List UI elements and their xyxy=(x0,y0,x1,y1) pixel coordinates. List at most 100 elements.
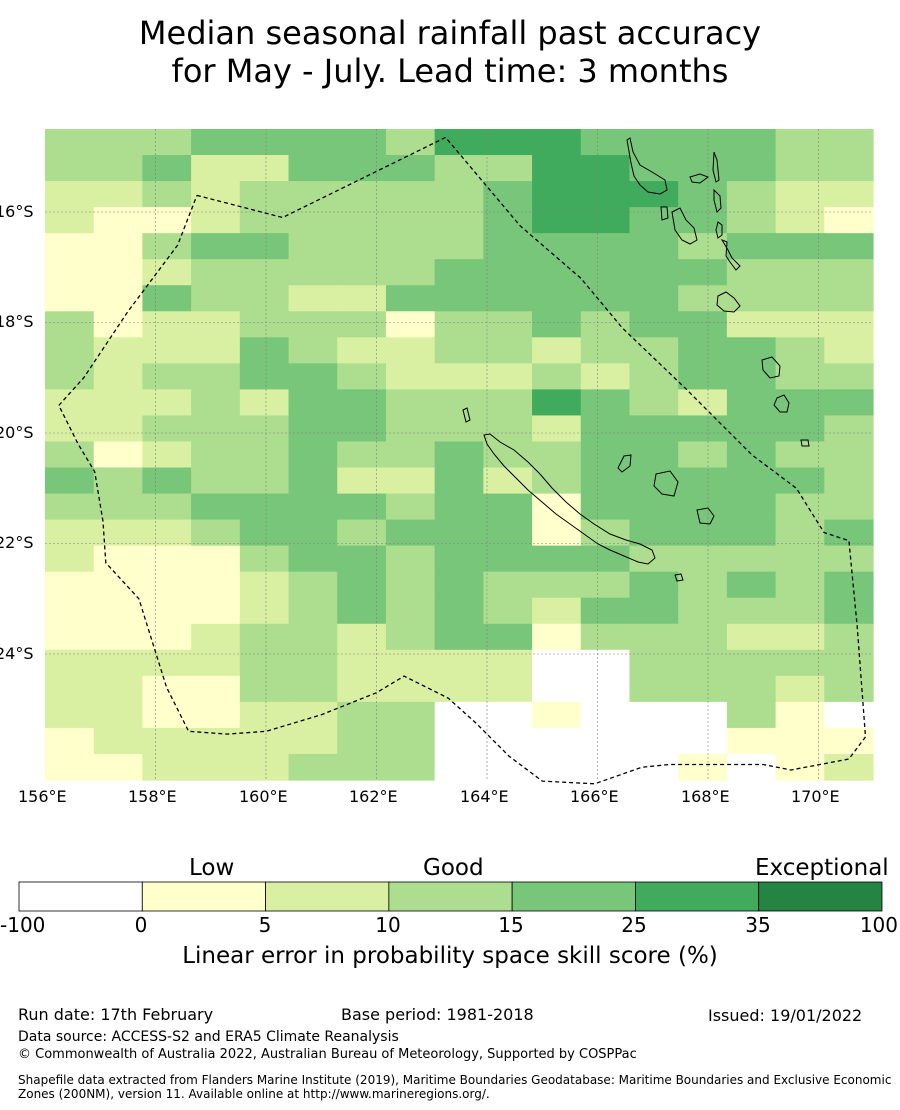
lon-tick-label: 168°E xyxy=(681,787,730,806)
skill-cell xyxy=(678,363,728,390)
skill-cell xyxy=(580,311,631,338)
skill-cell xyxy=(385,675,436,703)
skill-cell xyxy=(775,649,825,677)
skill-cell xyxy=(483,623,533,651)
skill-cell xyxy=(45,545,95,573)
skill-cell xyxy=(93,727,144,755)
skill-cell xyxy=(824,675,874,703)
skill-cell xyxy=(288,415,338,443)
skill-cell xyxy=(93,259,144,286)
skill-cell xyxy=(532,545,582,573)
skill-cell xyxy=(288,701,338,729)
colorbar-tick-label: 15 xyxy=(498,913,524,937)
skill-cell xyxy=(239,155,290,182)
skill-cell xyxy=(239,753,290,781)
shapefile-credit-line-2: Zones (200NM), version 11. Available onl… xyxy=(18,1087,490,1101)
lon-tick-label: 164°E xyxy=(460,787,509,806)
skill-cell xyxy=(775,155,825,182)
skill-cell xyxy=(678,207,728,234)
skill-cell xyxy=(337,311,387,338)
skill-cell xyxy=(191,207,241,234)
skill-cell xyxy=(45,675,95,703)
skill-cell xyxy=(239,337,290,364)
skill-cell xyxy=(678,493,728,521)
skill-cell xyxy=(434,285,484,312)
skill-cell xyxy=(532,233,582,260)
skill-cell xyxy=(45,155,95,182)
skill-cell xyxy=(629,727,679,755)
skill-cell xyxy=(45,571,95,599)
skill-cell xyxy=(142,701,192,729)
skill-cell xyxy=(775,571,825,599)
skill-cell xyxy=(288,519,338,547)
skill-cell xyxy=(191,597,241,625)
skill-cell xyxy=(775,363,825,390)
skill-cell xyxy=(775,545,825,573)
isle-of-pines xyxy=(674,573,684,582)
skill-cell xyxy=(93,389,144,417)
skill-cell xyxy=(775,207,825,234)
skill-cell xyxy=(824,467,874,495)
skill-cell xyxy=(337,545,387,573)
skill-cell xyxy=(483,753,533,781)
skill-cell xyxy=(824,753,874,781)
skill-cell xyxy=(726,389,777,417)
colorbar-tick-label: 0 xyxy=(134,913,148,937)
skill-cell xyxy=(337,623,387,651)
skill-cell xyxy=(629,701,679,729)
belep-islands xyxy=(462,407,471,423)
map-title-line-2: for May - July. Lead time: 3 months xyxy=(171,52,729,90)
skill-cell xyxy=(191,467,241,495)
skill-cell xyxy=(239,675,290,703)
skill-cell xyxy=(726,545,777,573)
skill-cell xyxy=(239,285,290,312)
skill-cell xyxy=(288,623,338,651)
colorbar-swatch xyxy=(635,881,760,912)
skill-cell xyxy=(580,623,631,651)
skill-cell xyxy=(288,259,338,286)
skill-cell xyxy=(629,675,679,703)
skill-cell xyxy=(385,259,436,286)
skill-cell xyxy=(726,207,777,234)
skill-cell xyxy=(726,441,777,469)
skill-cell xyxy=(775,467,825,495)
skill-cell xyxy=(337,441,387,469)
skill-cell xyxy=(337,701,387,729)
skill-cell xyxy=(239,727,290,755)
skill-cell xyxy=(434,597,484,625)
skill-cell xyxy=(239,181,290,208)
ambae-island xyxy=(689,173,710,184)
skill-cell xyxy=(678,233,728,260)
skill-cell xyxy=(580,441,631,469)
skill-cell xyxy=(385,363,436,390)
lat-tick-label: 16°S xyxy=(0,202,34,221)
skill-cell xyxy=(191,571,241,599)
skill-cell xyxy=(93,441,144,469)
data-source: Data source: ACCESS-S2 and ERA5 Climate … xyxy=(18,1029,399,1045)
skill-cell xyxy=(142,467,192,495)
skill-cell xyxy=(93,311,144,338)
skill-cell xyxy=(142,415,192,443)
skill-cell xyxy=(726,311,777,338)
skill-cell xyxy=(337,467,387,495)
skill-cell xyxy=(483,155,533,182)
skill-cell xyxy=(532,701,582,729)
skill-cell xyxy=(288,467,338,495)
skill-cell xyxy=(191,623,241,651)
skill-cell xyxy=(288,311,338,338)
mare-island xyxy=(696,507,715,525)
skill-cell xyxy=(337,363,387,390)
skill-cell xyxy=(288,675,338,703)
skill-cell xyxy=(580,753,631,781)
colorbar-swatch xyxy=(18,881,143,912)
skill-cell xyxy=(239,311,290,338)
skill-cell xyxy=(142,259,192,286)
eez-boundary xyxy=(58,136,867,785)
lifou-island xyxy=(653,470,679,497)
skill-cell xyxy=(385,493,436,521)
skill-cell xyxy=(288,389,338,417)
skill-cell xyxy=(142,155,192,182)
skill-cell xyxy=(824,155,874,182)
skill-cell xyxy=(385,389,436,417)
skill-cell xyxy=(678,415,728,443)
